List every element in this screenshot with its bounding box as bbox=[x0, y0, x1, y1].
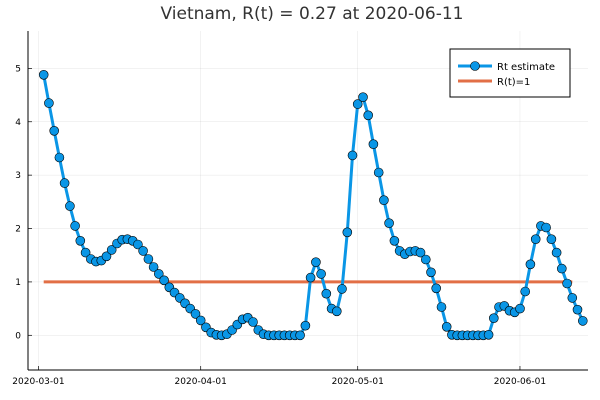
rt-point bbox=[515, 303, 525, 314]
y-tick-label: 1 bbox=[15, 278, 21, 288]
rt-point bbox=[363, 110, 374, 121]
rt-point bbox=[331, 306, 342, 317]
y-tick-label: 4 bbox=[15, 118, 21, 128]
rt-point bbox=[311, 257, 321, 268]
rt-point bbox=[316, 269, 326, 279]
x-tick-label: 2020-04-01 bbox=[175, 377, 227, 387]
rt-point bbox=[352, 99, 363, 109]
rt-point bbox=[138, 246, 148, 256]
rt-point bbox=[44, 98, 54, 108]
rt-point bbox=[426, 267, 436, 278]
rt-point bbox=[572, 304, 583, 315]
rt-point bbox=[562, 278, 572, 289]
rt-point bbox=[101, 251, 112, 262]
rt-point bbox=[190, 309, 201, 319]
rt-point bbox=[415, 247, 426, 258]
y-tick-label: 5 bbox=[15, 64, 21, 74]
rt-point bbox=[54, 152, 65, 163]
rt-point bbox=[358, 92, 368, 102]
x-tick-label: 2020-03-01 bbox=[12, 377, 64, 387]
rt-point bbox=[530, 234, 541, 244]
rt-point bbox=[525, 259, 536, 270]
rt-point bbox=[159, 275, 169, 286]
x-tick-label: 2020-05-01 bbox=[332, 377, 384, 387]
y-tick-labels: 0 1 2 3 4 5 bbox=[15, 64, 21, 341]
rt-point bbox=[384, 218, 394, 228]
rt-point bbox=[577, 316, 588, 326]
rt-point bbox=[520, 286, 531, 297]
rt-point bbox=[556, 263, 567, 274]
rt-point bbox=[305, 272, 316, 283]
rt-point bbox=[154, 269, 164, 279]
x-tick-label: 2020-06-01 bbox=[494, 377, 546, 387]
rt-point bbox=[420, 254, 431, 265]
rt-point bbox=[106, 245, 117, 255]
rt-point bbox=[546, 234, 557, 244]
chart-title: Vietnam, R(t) = 0.27 at 2020-06-11 bbox=[161, 4, 464, 24]
y-tick-label: 0 bbox=[15, 331, 21, 341]
rt-point bbox=[368, 139, 379, 149]
rt-point bbox=[321, 288, 332, 299]
rt-point bbox=[436, 302, 447, 312]
rt-point bbox=[65, 201, 75, 211]
rt-point bbox=[342, 227, 353, 238]
rt-point bbox=[379, 195, 389, 205]
rt-point bbox=[483, 329, 494, 340]
legend-rt-swatch-marker bbox=[470, 61, 480, 71]
rt-point bbox=[248, 317, 258, 327]
rt-point bbox=[59, 178, 70, 188]
rt-estimate-line bbox=[42, 74, 585, 337]
rt-point bbox=[143, 254, 154, 264]
x-tick-labels: 2020-03-01 2020-04-01 2020-05-01 2020-06-01 bbox=[12, 377, 546, 387]
rt-point bbox=[80, 247, 91, 258]
rt-point bbox=[347, 150, 358, 161]
rt-point bbox=[488, 313, 499, 324]
legend: Rt estimate R(t)=1 bbox=[449, 48, 571, 98]
rt-point bbox=[337, 284, 347, 294]
rt-point bbox=[300, 320, 311, 331]
y-tick-label: 3 bbox=[15, 171, 21, 181]
legend-threshold-label: R(t)=1 bbox=[497, 77, 530, 88]
rt-point bbox=[133, 239, 143, 250]
y-tick-label: 2 bbox=[15, 225, 21, 235]
rt-point bbox=[38, 70, 49, 80]
legend-box bbox=[449, 48, 571, 98]
rt-point bbox=[431, 283, 442, 294]
rt-point bbox=[70, 221, 80, 231]
rt-point bbox=[541, 222, 551, 233]
rt-point bbox=[441, 321, 452, 332]
rt-point bbox=[75, 236, 86, 246]
rt-point bbox=[49, 126, 60, 136]
series-layer bbox=[38, 70, 588, 341]
rt-point bbox=[195, 315, 206, 326]
rt-point bbox=[148, 262, 159, 272]
rt-point bbox=[567, 293, 578, 303]
axes bbox=[27, 31, 588, 371]
legend-rt-label: Rt estimate bbox=[497, 62, 555, 73]
rt-point bbox=[389, 236, 400, 246]
rt-point bbox=[373, 167, 384, 178]
rt-point bbox=[295, 330, 305, 341]
rt-point bbox=[551, 247, 562, 258]
